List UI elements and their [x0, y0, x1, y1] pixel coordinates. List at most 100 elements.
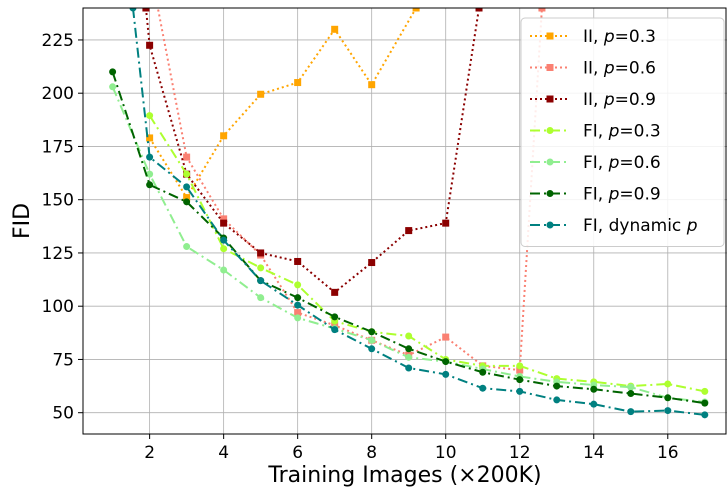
y-tick-label: 175: [42, 137, 74, 157]
y-tick-label: 50: [52, 404, 74, 424]
data-point: [257, 277, 265, 285]
series-line: [148, 115, 705, 393]
data-point: [664, 380, 672, 388]
data-point: [516, 376, 524, 384]
data-point: [538, 8, 546, 12]
legend-label-part: p: [603, 90, 615, 110]
data-point: [220, 236, 228, 244]
data-point: [627, 383, 635, 391]
data-point: [405, 353, 413, 361]
data-point: [664, 394, 672, 402]
series-6: [129, 8, 709, 419]
data-point: [294, 257, 302, 265]
legend-item: II, p=0.9: [530, 90, 656, 110]
legend-label-part: =0.3: [615, 27, 656, 47]
legend-swatch-marker: [546, 190, 554, 197]
legend-label: II, p=0.6: [583, 59, 656, 79]
y-tick-label: 150: [42, 191, 74, 211]
data-point: [442, 219, 450, 227]
data-point: [183, 194, 191, 202]
plot-frame: [82, 7, 727, 435]
y-tick-label: 125: [42, 244, 74, 264]
x-tick-label: 16: [657, 443, 679, 463]
data-point: [590, 400, 598, 408]
data-point: [294, 281, 302, 289]
legend-label: FI, p=0.6: [583, 153, 661, 173]
series-layer: [109, 8, 709, 419]
legend-label: II, p=0.9: [583, 90, 656, 110]
data-point: [220, 215, 228, 223]
legend-label-part: p: [608, 185, 620, 205]
x-tick-label: 4: [218, 443, 229, 463]
x-axis-title: Training Images (×200K): [267, 463, 541, 487]
legend-label-part: FI,: [583, 122, 609, 142]
legend-item: FI, dynamic p: [530, 216, 698, 236]
legend-label-part: p: [608, 122, 620, 142]
data-point: [109, 68, 117, 76]
data-point: [475, 8, 483, 12]
series-2: [142, 8, 483, 296]
data-point: [146, 153, 154, 161]
legend-label-part: FI,: [583, 185, 609, 205]
legend-item: FI, p=0.6: [530, 153, 661, 173]
legend-label-part: II,: [583, 27, 604, 47]
legend-label-part: =0.6: [615, 59, 656, 79]
data-point: [294, 314, 302, 322]
data-point: [183, 170, 191, 178]
x-tick-label: 10: [435, 443, 457, 463]
data-point: [442, 333, 450, 341]
plot-area: [109, 8, 709, 419]
data-point: [129, 8, 137, 12]
data-point: [368, 81, 376, 89]
legend-swatch-marker: [546, 127, 554, 134]
legend-label-part: II,: [583, 90, 604, 110]
data-point: [664, 407, 672, 415]
legend-item: II, p=0.6: [530, 59, 656, 79]
data-point: [142, 8, 150, 12]
data-point: [257, 249, 265, 257]
data-point: [479, 368, 487, 376]
data-point: [331, 326, 339, 334]
legend-swatch-marker: [546, 221, 554, 229]
data-point: [257, 90, 265, 98]
data-point: [412, 8, 420, 12]
data-point: [701, 411, 709, 419]
data-point: [294, 79, 302, 87]
legend-swatch-marker: [546, 64, 554, 71]
legend-label-part: =0.9: [615, 90, 656, 110]
data-point: [220, 266, 228, 274]
series-5: [109, 68, 709, 407]
data-point: [701, 387, 709, 395]
data-point: [701, 399, 709, 407]
legend-swatch-marker: [546, 95, 554, 103]
data-point: [331, 288, 339, 296]
y-axis-title: FID: [10, 203, 35, 239]
data-point: [553, 382, 561, 390]
x-tick-label: 6: [292, 443, 303, 463]
legend-label-part: II,: [583, 59, 604, 79]
legend-label-part: p: [608, 153, 620, 173]
x-tick-label: 12: [509, 443, 531, 463]
data-point: [294, 301, 302, 309]
data-point: [294, 294, 302, 302]
legend-label: II, p=0.3: [583, 27, 656, 47]
data-point: [368, 336, 376, 344]
legend-label: FI, dynamic p: [583, 216, 698, 236]
data-point: [257, 294, 265, 302]
series-line: [144, 8, 481, 294]
data-point: [146, 134, 154, 142]
data-point: [183, 153, 191, 161]
legend-item: FI, p=0.3: [530, 122, 661, 142]
data-point: [405, 227, 413, 235]
legend-label-part: FI,: [583, 153, 609, 173]
data-point: [442, 358, 450, 366]
legend-label-part: =0.3: [619, 122, 660, 142]
data-point: [627, 408, 635, 416]
data-point: [627, 390, 635, 398]
y-tick-label: 100: [42, 297, 74, 317]
legend-box: [520, 17, 725, 247]
data-point: [220, 219, 228, 227]
data-point: [516, 362, 524, 370]
legend: II, p=0.3II, p=0.6II, p=0.9FI, p=0.3FI, …: [520, 17, 725, 247]
legend-item: II, p=0.3: [530, 27, 656, 47]
